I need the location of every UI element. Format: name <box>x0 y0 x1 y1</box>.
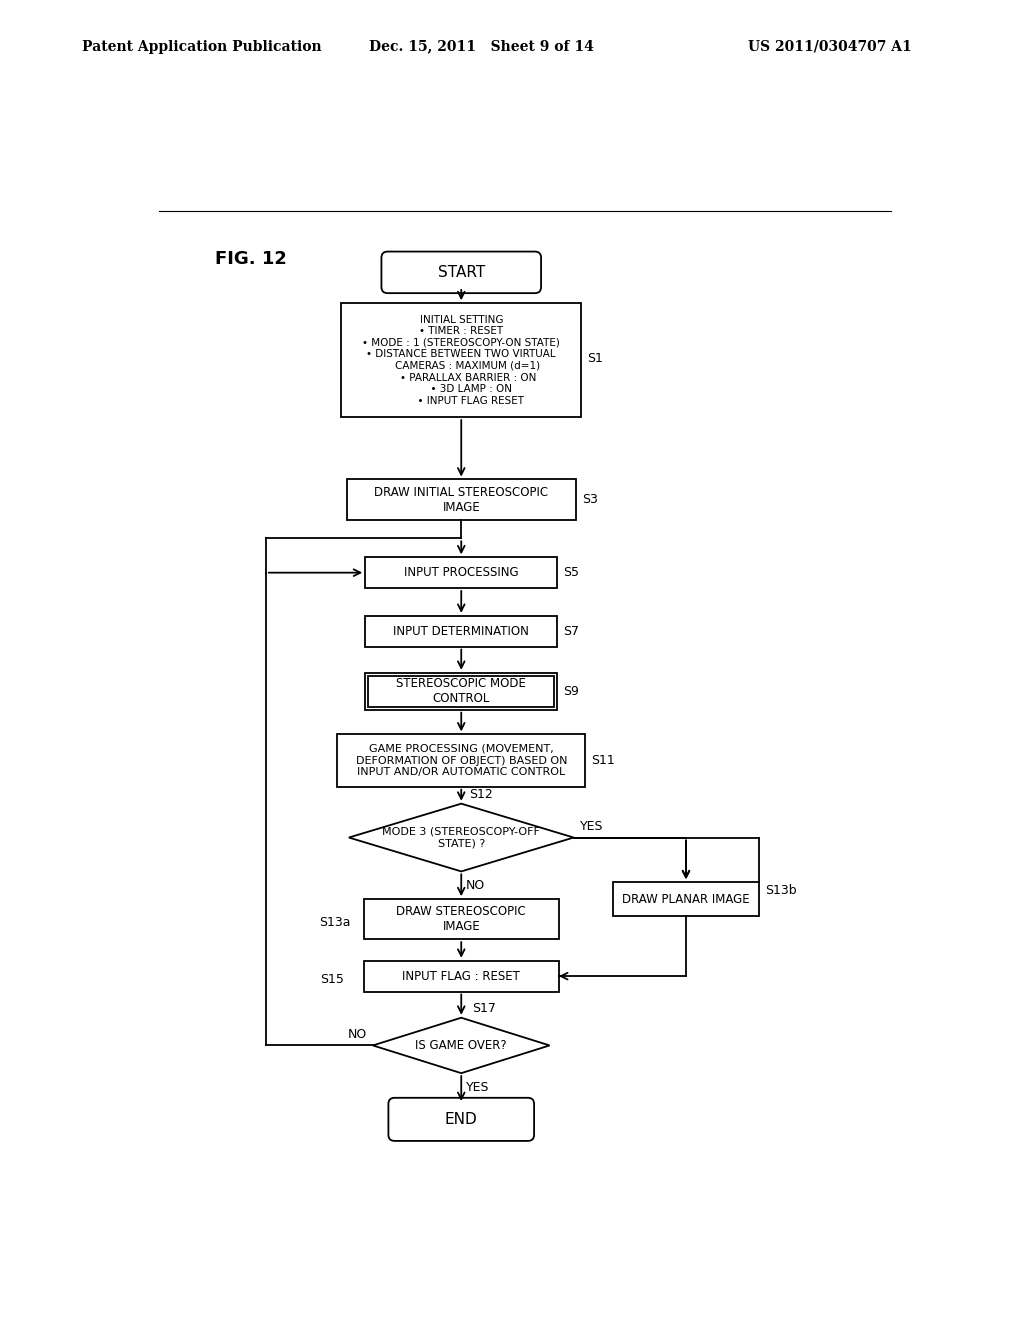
Text: S15: S15 <box>321 973 344 986</box>
Bar <box>366 616 557 647</box>
Text: END: END <box>444 1111 477 1127</box>
Bar <box>347 479 575 520</box>
Text: DRAW INITIAL STEREOSCOPIC
IMAGE: DRAW INITIAL STEREOSCOPIC IMAGE <box>374 486 548 513</box>
Text: NO: NO <box>466 879 485 892</box>
Text: INPUT DETERMINATION: INPUT DETERMINATION <box>393 624 529 638</box>
Text: FIG. 12: FIG. 12 <box>215 249 287 268</box>
Text: START: START <box>437 265 485 280</box>
Polygon shape <box>373 1018 550 1073</box>
FancyBboxPatch shape <box>381 252 541 293</box>
Text: INPUT PROCESSING: INPUT PROCESSING <box>403 566 518 579</box>
Text: S9: S9 <box>563 685 580 698</box>
Text: S1: S1 <box>588 352 603 366</box>
Text: GAME PROCESSING (MOVEMENT,
DEFORMATION OF OBJECT) BASED ON
INPUT AND/OR AUTOMATI: GAME PROCESSING (MOVEMENT, DEFORMATION O… <box>355 744 567 777</box>
Text: YES: YES <box>580 820 603 833</box>
Bar <box>613 882 759 916</box>
Text: STEREOSCOPIC MODE
CONTROL: STEREOSCOPIC MODE CONTROL <box>396 677 526 705</box>
Text: S3: S3 <box>582 494 598 507</box>
Text: IS GAME OVER?: IS GAME OVER? <box>416 1039 507 1052</box>
Bar <box>369 676 554 706</box>
Text: S13a: S13a <box>318 916 350 929</box>
Text: S5: S5 <box>563 566 580 579</box>
Bar <box>341 304 582 417</box>
Text: INPUT FLAG : RESET: INPUT FLAG : RESET <box>402 970 520 982</box>
Text: Patent Application Publication: Patent Application Publication <box>82 40 322 54</box>
Text: US 2011/0304707 A1: US 2011/0304707 A1 <box>748 40 911 54</box>
Text: Dec. 15, 2011   Sheet 9 of 14: Dec. 15, 2011 Sheet 9 of 14 <box>369 40 594 54</box>
Text: S13b: S13b <box>765 884 797 896</box>
Bar <box>366 673 557 710</box>
Text: S17: S17 <box>472 1002 496 1015</box>
Text: MODE 3 (STEREOSCOPY-OFF
STATE) ?: MODE 3 (STEREOSCOPY-OFF STATE) ? <box>382 826 541 849</box>
Text: DRAW PLANAR IMAGE: DRAW PLANAR IMAGE <box>623 892 750 906</box>
Text: S12: S12 <box>469 788 493 800</box>
Polygon shape <box>349 804 573 871</box>
Text: NO: NO <box>347 1028 367 1040</box>
FancyBboxPatch shape <box>388 1098 535 1140</box>
Bar <box>364 961 559 991</box>
Bar <box>337 734 586 787</box>
Text: INITIAL SETTING
• TIMER : RESET
• MODE : 1 (STEREOSCOPY-ON STATE)
• DISTANCE BET: INITIAL SETTING • TIMER : RESET • MODE :… <box>362 314 560 405</box>
Text: YES: YES <box>466 1081 489 1094</box>
Text: S7: S7 <box>563 626 580 638</box>
Text: DRAW STEREOSCOPIC
IMAGE: DRAW STEREOSCOPIC IMAGE <box>396 906 526 933</box>
Bar <box>366 557 557 589</box>
Text: S11: S11 <box>592 755 615 767</box>
Bar <box>364 899 559 940</box>
